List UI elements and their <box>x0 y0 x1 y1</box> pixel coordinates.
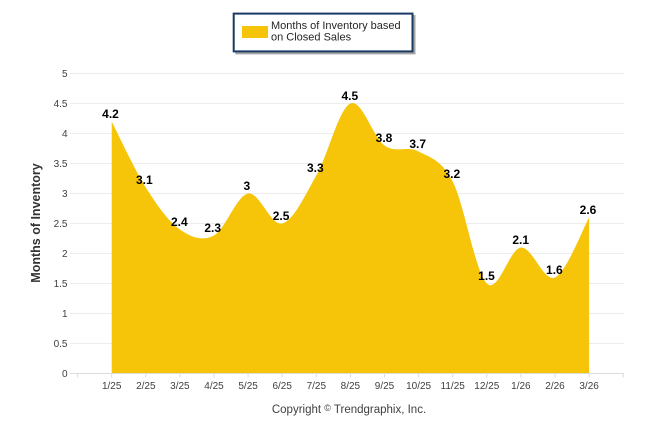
svg-text:1: 1 <box>62 309 68 320</box>
svg-text:3/25: 3/25 <box>170 381 190 392</box>
svg-text:12/25: 12/25 <box>474 381 499 392</box>
svg-text:2/26: 2/26 <box>545 381 565 392</box>
svg-text:1.6: 1.6 <box>546 263 563 277</box>
svg-text:10/25: 10/25 <box>406 381 431 392</box>
svg-text:2.5: 2.5 <box>273 209 290 223</box>
svg-text:3/26: 3/26 <box>579 381 599 392</box>
svg-text:3.2: 3.2 <box>443 167 460 181</box>
svg-text:on Closed Sales: on Closed Sales <box>271 31 352 43</box>
svg-text:4/25: 4/25 <box>204 381 224 392</box>
svg-text:3.3: 3.3 <box>307 161 324 175</box>
svg-text:Months of Inventory: Months of Inventory <box>29 163 43 282</box>
svg-text:3: 3 <box>62 189 68 200</box>
svg-text:2: 2 <box>62 249 68 260</box>
svg-text:4: 4 <box>62 129 68 140</box>
svg-text:1.5: 1.5 <box>478 269 495 283</box>
svg-text:0: 0 <box>62 369 68 380</box>
svg-text:7/25: 7/25 <box>307 381 327 392</box>
svg-text:2.1: 2.1 <box>512 233 529 247</box>
svg-text:9/25: 9/25 <box>375 381 395 392</box>
svg-text:1/25: 1/25 <box>102 381 122 392</box>
svg-text:2.4: 2.4 <box>171 215 188 229</box>
svg-text:5: 5 <box>62 69 68 80</box>
svg-text:8/25: 8/25 <box>341 381 361 392</box>
svg-text:3: 3 <box>244 179 251 193</box>
svg-text:0.5: 0.5 <box>54 339 68 350</box>
svg-text:11/25: 11/25 <box>441 381 466 392</box>
svg-text:2.3: 2.3 <box>204 221 221 235</box>
svg-text:1.5: 1.5 <box>54 279 68 290</box>
svg-text:3.8: 3.8 <box>376 131 393 145</box>
svg-text:4.5: 4.5 <box>341 89 358 103</box>
svg-text:6/25: 6/25 <box>272 381 292 392</box>
svg-text:2.5: 2.5 <box>54 219 68 230</box>
svg-text:4.5: 4.5 <box>54 99 68 110</box>
svg-text:Copyright © Trendgraphix, Inc.: Copyright © Trendgraphix, Inc. <box>272 403 426 416</box>
svg-text:3.1: 3.1 <box>136 173 153 187</box>
svg-text:4.2: 4.2 <box>102 107 119 121</box>
svg-text:3.5: 3.5 <box>54 159 68 170</box>
svg-text:2.6: 2.6 <box>580 203 597 217</box>
svg-text:5/25: 5/25 <box>238 381 258 392</box>
svg-text:Months of Inventory based: Months of Inventory based <box>271 20 401 32</box>
svg-text:3.7: 3.7 <box>409 137 426 151</box>
svg-text:2/25: 2/25 <box>136 381 156 392</box>
svg-text:1/26: 1/26 <box>511 381 531 392</box>
